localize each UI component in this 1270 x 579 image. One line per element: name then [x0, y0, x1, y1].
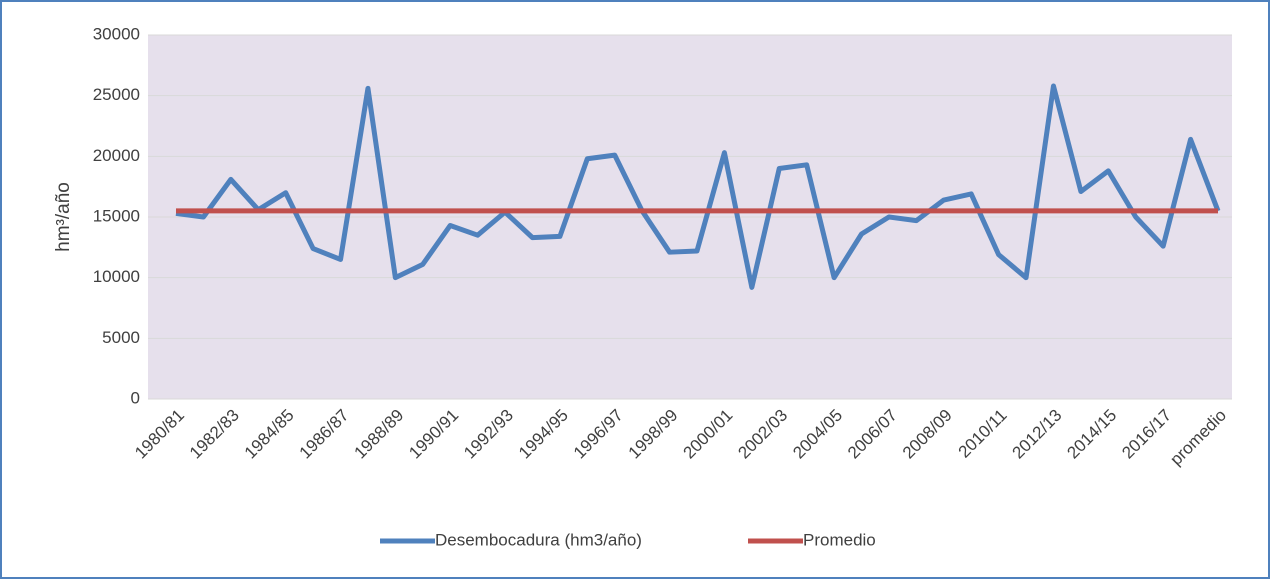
y-tick-label: 10000: [93, 267, 140, 286]
legend-label: Promedio: [803, 530, 876, 549]
y-tick-label: 15000: [93, 206, 140, 225]
y-tick-label: 30000: [93, 24, 140, 43]
y-axis-label: hm³/año: [53, 182, 74, 252]
y-tick-label: 25000: [93, 85, 140, 104]
series-line: [175, 83, 1221, 290]
y-tick-label: 0: [131, 388, 140, 407]
y-tick-label: 20000: [93, 146, 140, 165]
legend-label: Desembocadura (hm3/año): [435, 530, 642, 549]
y-tick-label: 5000: [102, 328, 140, 347]
